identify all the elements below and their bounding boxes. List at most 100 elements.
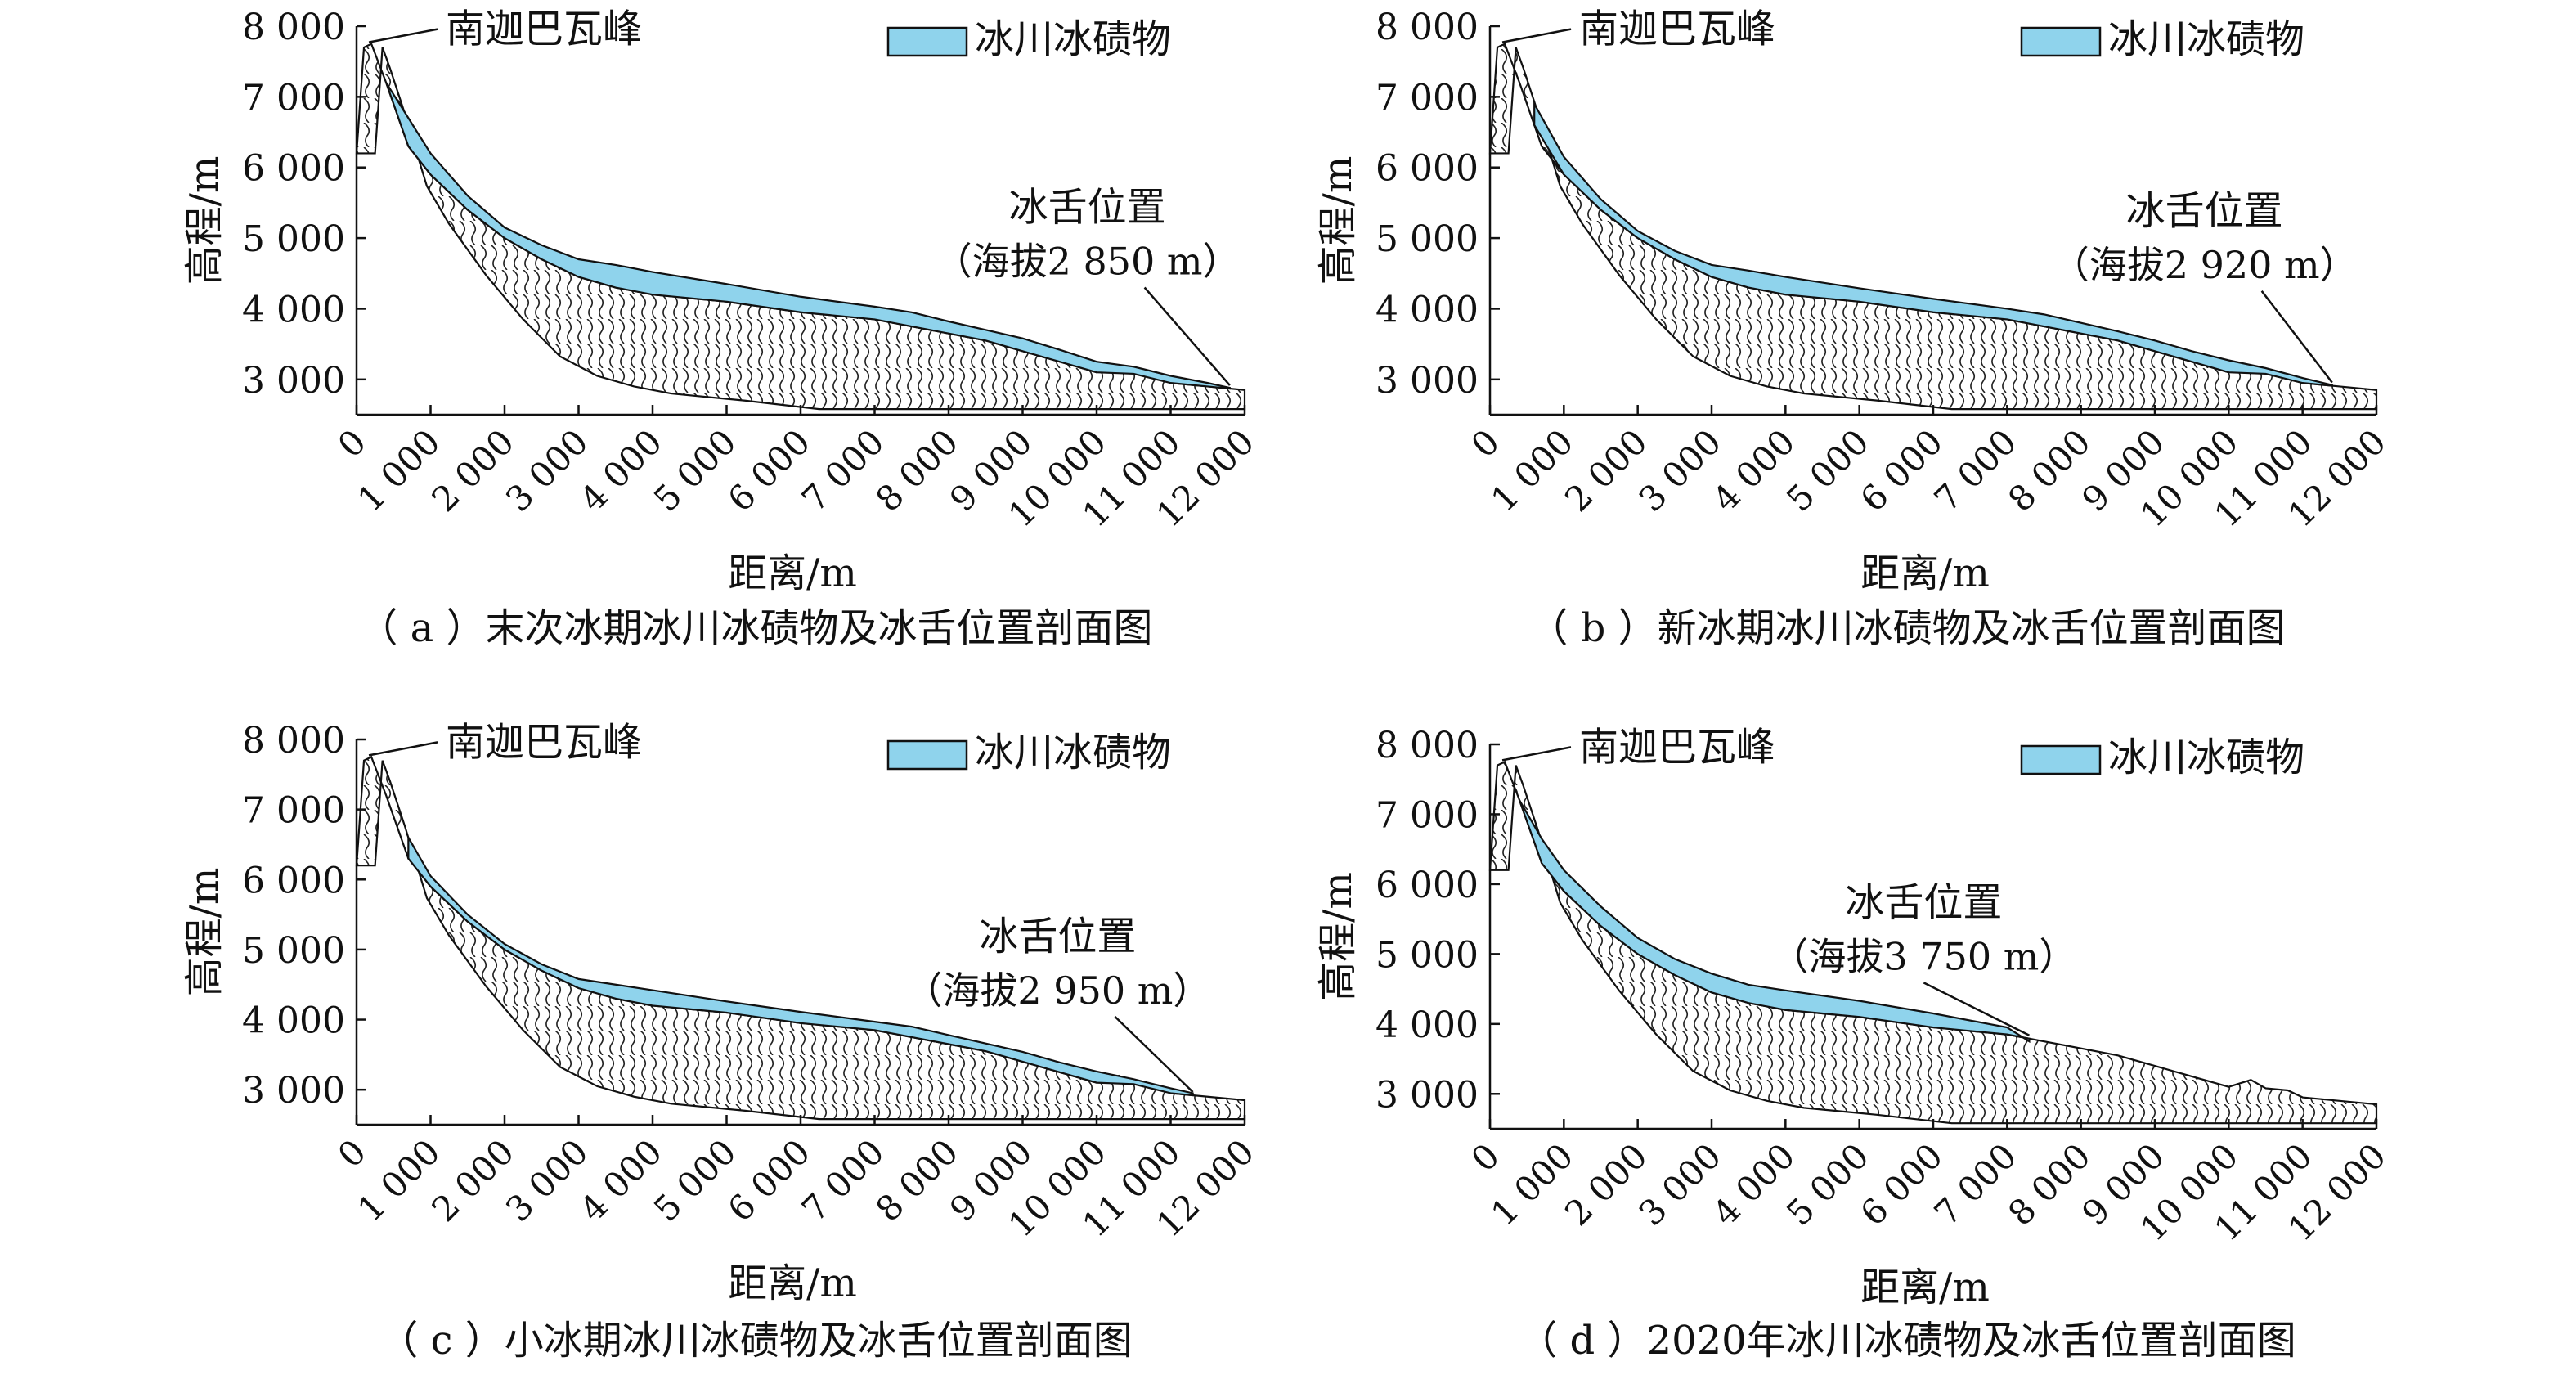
terminus-label: 冰舌位置 [1845,879,2002,925]
x-tick-label: 2 000 [424,421,522,519]
x-tick-label: 1 000 [350,421,448,519]
y-tick-label: 4 000 [1376,289,1479,330]
moraine-band [1533,100,2333,387]
peak-label: 南迦巴瓦峰 [1579,7,1775,52]
terminus-altitude: （海拔2 920 m） [2052,243,2358,287]
peak-leader [368,28,438,43]
x-axis-title: 距离/m [1860,1265,1990,1310]
moraine-band [385,82,1231,390]
x-tick-label: 7 000 [1927,1135,2025,1233]
terminus-label: 冰舌位置 [979,914,1136,959]
legend-swatch [2020,26,2102,57]
terminus-leader [1143,286,1231,386]
y-tick-label: 6 000 [1376,865,1479,906]
x-tick-label: 0 [1464,421,1508,465]
y-tick-label: 5 000 [1376,218,1479,260]
terminus-leader [2260,290,2333,384]
y-tick-label: 6 000 [242,860,345,901]
x-tick-label: 4 000 [572,1131,670,1229]
x-tick-label: 5 000 [646,1131,744,1229]
y-tick-label: 4 000 [242,289,345,330]
x-tick-label: 4 000 [572,421,670,519]
moraine-band [1519,799,2031,1044]
x-tick-label: 8 000 [868,421,966,519]
y-tick-label: 3 000 [1376,360,1479,402]
peak-leader [368,741,438,757]
y-tick-label: 7 000 [242,77,345,119]
terminus-label: 冰舌位置 [2126,188,2283,234]
x-axis-title: 距离/m [1860,550,1990,596]
terminus-leader [1114,1016,1194,1093]
peak-label: 南迦巴瓦峰 [446,7,642,52]
x-tick-label: 7 000 [794,1131,892,1229]
terminus-label: 冰舌位置 [1009,185,1166,231]
x-tick-label: 6 000 [1852,421,1950,519]
x-tick-label: 2 000 [1557,1135,1655,1233]
panel-caption: （ c ）小冰期冰川冰碛物及冰舌位置剖面图 [379,1318,1132,1364]
x-tick-label: 0 [330,421,375,465]
x-axis-title: 距离/m [728,1260,857,1306]
legend-label: 冰川冰碛物 [2108,16,2304,62]
y-tick-label: 6 000 [1376,148,1479,190]
panel-caption: （ a ）末次冰期冰川冰碛物及冰舌位置剖面图 [358,605,1152,651]
y-tick-label: 7 000 [1376,77,1479,119]
x-tick-label: 1 000 [1483,1135,1582,1233]
x-tick-label: 3 000 [498,421,596,519]
y-tick-label: 3 000 [242,1070,345,1112]
x-tick-label: 5 000 [646,421,744,519]
peak-label: 南迦巴瓦峰 [446,719,642,765]
x-tick-label: 1 000 [1483,421,1582,519]
x-tick-label: 2 000 [424,1131,522,1229]
legend-swatch [886,739,968,771]
legend-swatch [886,26,968,57]
y-tick-label: 4 000 [1376,1004,1479,1046]
x-tick-label: 3 000 [498,1131,596,1229]
x-tick-label: 8 000 [2000,1135,2098,1233]
legend-label: 冰川冰碛物 [975,730,1171,775]
x-tick-label: 6 000 [720,1131,818,1229]
legend-label: 冰川冰碛物 [975,16,1171,62]
y-tick-label: 8 000 [1376,7,1479,48]
y-axis-title: 高程/m [1315,872,1361,1001]
x-tick-label: 4 000 [1705,1135,1803,1233]
y-tick-label: 7 000 [1376,794,1479,836]
panel-caption: （ d ）2020年冰川冰碛物及冰舌位置剖面图 [1518,1318,2296,1364]
x-tick-label: 1 000 [350,1131,448,1229]
x-axis-title: 距离/m [728,550,857,596]
y-tick-label: 8 000 [242,720,345,762]
terminus-altitude: （海拔3 750 m） [1770,934,2076,978]
legend-swatch [2020,744,2102,775]
peak-leader [1501,28,1572,43]
y-tick-label: 3 000 [242,360,345,402]
x-tick-label: 2 000 [1557,421,1655,519]
legend-label: 冰川冰碛物 [2108,735,2304,780]
x-tick-label: 3 000 [1631,421,1729,519]
peak-leader [1501,746,1572,762]
terminus-leader [1923,982,2030,1036]
x-tick-label: 5 000 [1779,421,1877,519]
terminus-altitude: （海拔2 850 m） [935,240,1241,284]
x-tick-label: 0 [330,1131,375,1175]
moraine-band [407,834,1194,1097]
x-tick-label: 0 [1464,1135,1508,1180]
y-tick-label: 7 000 [242,790,345,832]
y-tick-label: 3 000 [1376,1074,1479,1116]
y-tick-label: 6 000 [242,148,345,190]
x-tick-label: 8 000 [2000,421,2098,519]
y-tick-label: 5 000 [242,930,345,972]
panel-caption: （ b ）新冰期冰川冰碛物及冰舌位置剖面图 [1528,605,2285,651]
terminus-altitude: （海拔2 950 m） [904,968,1210,1013]
x-tick-label: 6 000 [720,421,818,519]
y-tick-label: 8 000 [1376,725,1479,766]
y-tick-label: 4 000 [242,1000,345,1042]
x-tick-label: 3 000 [1631,1135,1729,1233]
y-axis-title: 高程/m [182,156,227,285]
y-axis-title: 高程/m [182,868,227,997]
peak-label: 南迦巴瓦峰 [1579,724,1775,770]
y-tick-label: 8 000 [242,7,345,48]
x-tick-label: 5 000 [1779,1135,1877,1233]
